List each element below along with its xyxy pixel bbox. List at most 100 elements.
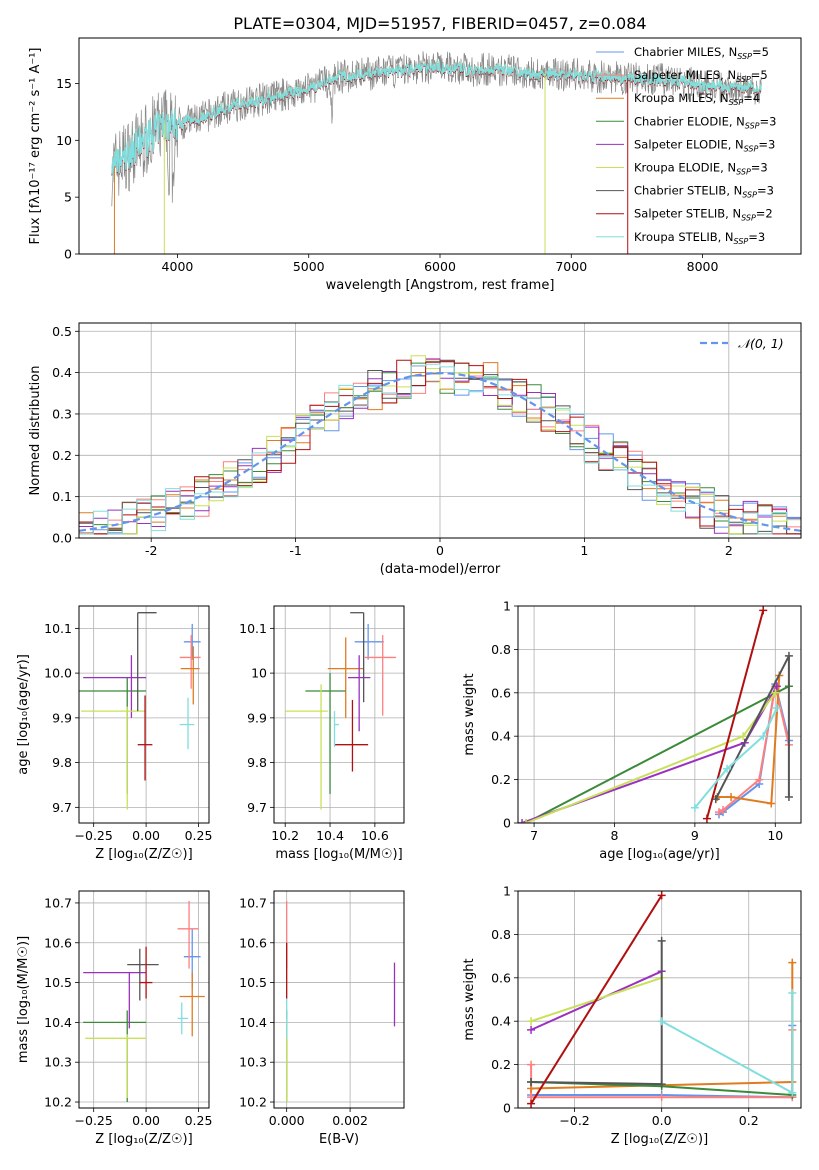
spectrum-model-kroupa-stelib [111, 60, 763, 182]
errorbar-kroupa-stelib [333, 711, 339, 747]
histogram-kroupa-elodie [79, 355, 801, 535]
axes-frame-age_vs_Z: −0.25 0.00 0.25 9.7 9.8 9.9 10.0 10.1 Z [log₁₀(Z… [16, 605, 212, 862]
y-tick-label: 0.2 [491, 1057, 511, 1072]
errorbar-chabrier-stelib [127, 948, 159, 1001]
y-tick-label: 1 [503, 884, 511, 899]
legend-label: Kroupa MILES, N [634, 91, 729, 105]
errorbar-salpeter-elodie [83, 655, 147, 718]
plot-area-spectrum: Chabrier MILES, NSSP=5 Salpeter MILES, NS… [111, 45, 776, 254]
legend-label: Kroupa ELODIE, N [634, 161, 736, 175]
series-line [530, 894, 663, 1105]
y-axis-label: age [log₁₀(age/yr)] [16, 654, 31, 775]
legend-count: =5 [751, 68, 768, 82]
y-tick-label: 15 [56, 76, 72, 91]
series-marker [771, 688, 780, 697]
figure-title: PLATE=0304, MJD=51957, FIBERID=0457, z=0… [233, 14, 646, 33]
y-tick-label: 0.6 [491, 685, 511, 700]
series-line [717, 675, 781, 805]
errorbar-salpeter-stelib [137, 695, 153, 781]
series-line [531, 940, 663, 1086]
errorbar-chabrier-miles [183, 623, 201, 660]
legend-subscript: SSP [736, 75, 751, 84]
y-tick-label: 0.6 [491, 970, 511, 985]
y-tick-label: 0 [503, 816, 511, 831]
axes-border [78, 605, 210, 824]
legend-subscript: SSP [742, 191, 757, 200]
plot-area-age_vs_mass [285, 612, 397, 810]
y-tick-label: 10.3 [239, 1055, 267, 1070]
plot-area-residuals: 𝒩(0, 1) [79, 336, 801, 535]
x-axis-label: (data-model)/error [380, 562, 501, 577]
y-tick-label: 0.5 [52, 324, 72, 339]
y-tick-label: 10.6 [44, 935, 72, 950]
series-marker [788, 988, 797, 997]
histogram-kroupa-stelib [79, 363, 801, 535]
axes-border [273, 605, 405, 824]
y-tick-label: 10.3 [44, 1055, 72, 1070]
series-kroupa-stelib [690, 703, 781, 812]
series-marker [527, 1077, 536, 1086]
series-marker [527, 1025, 536, 1034]
plot-area-age_vs_Z [79, 612, 201, 810]
errorbar-chabrier-elodie [305, 673, 346, 794]
y-axis-label: Normed distribution [28, 366, 43, 496]
legend-entry: Chabrier MILES, NSSP=5 [634, 45, 769, 61]
axes-border [517, 890, 802, 1109]
y-tick-label: 9.9 [52, 710, 72, 725]
legend-entry: Salpeter ELODIE, NSSP=3 [634, 137, 775, 153]
series-marker [759, 606, 768, 615]
legend-label: Chabrier STELIB, N [634, 184, 742, 198]
legend-count: =3 [748, 230, 765, 244]
x-tick-label: 8000 [687, 259, 719, 274]
series-kroupa-elodie [522, 688, 780, 823]
y-tick-label: 10.0 [44, 666, 72, 681]
series-marker [657, 1080, 666, 1089]
legend-subscript: SSP [741, 214, 756, 223]
series-marker [772, 703, 781, 712]
y-tick-label: 0.2 [491, 772, 511, 787]
y-tick-label: 0.8 [491, 927, 511, 942]
x-axis-label: mass [log₁₀(M/M☉)] [275, 847, 402, 862]
legend-entry: Chabrier ELODIE, NSSP=3 [634, 114, 776, 130]
x-tick-label: 8 [611, 828, 619, 843]
x-tick-label: 0.00 [132, 828, 160, 843]
legend-entry: Chabrier STELIB, NSSP=3 [634, 184, 774, 200]
series-chabrier-stelib [711, 651, 793, 804]
errorbar-chabrier-miles [354, 623, 384, 660]
legend-entry: Kroupa MILES, NSSP=4 [634, 91, 760, 107]
y-tick-label: 9.8 [52, 755, 72, 770]
y-tick-label: 10.1 [239, 621, 267, 636]
axes-frame-mass_vs_Z: −0.25 0.00 0.25 10.2 10.3 10.4 10.5 10.6 10.7 Z [… [16, 890, 212, 1147]
errorbar-salpeter-elodie [347, 655, 371, 732]
errorbar-salpeter-miles [177, 900, 199, 969]
y-tick-label: 10.4 [44, 1015, 72, 1030]
errorbar-chabrier-elodie [79, 677, 147, 794]
series-marker [714, 808, 723, 817]
series-salpeter-stelib [702, 606, 768, 823]
x-tick-label: 2 [725, 543, 733, 558]
x-tick-label: 10.6 [361, 828, 389, 843]
legend-label: Kroupa STELIB, N [634, 230, 734, 244]
y-tick-label: 10.1 [44, 621, 72, 636]
x-tick-label: 1 [580, 543, 588, 558]
y-tick-label: 0.2 [52, 448, 72, 463]
panel-residuals: 𝒩(0, 1) -2 -1 0 1 2 0.0 0.1 0.2 0.3 0.4 0.5 (data-mo… [28, 322, 802, 577]
errorbar-chabrier-elodie [83, 1010, 147, 1103]
y-tick-label: 0 [503, 1101, 511, 1116]
y-tick-label: 10.4 [239, 1015, 267, 1030]
series-chabrier-elodie [522, 682, 793, 823]
x-axis-label: Z [log₁₀(Z/Z☉)] [95, 847, 192, 862]
x-tick-label: -2 [145, 543, 157, 558]
series-marker [702, 814, 711, 823]
x-tick-label: 7000 [555, 259, 587, 274]
y-tick-label: 9.8 [247, 755, 267, 770]
legend-count: =4 [743, 91, 760, 105]
errorbar-kroupa-elodie [85, 1034, 147, 1099]
legend-entry: Kroupa ELODIE, NSSP=3 [634, 161, 768, 177]
legend-entry: Salpeter MILES, NSSP=5 [634, 68, 768, 84]
series-marker [784, 651, 793, 660]
y-axis-label: mass [log₁₀(M/M☉)] [16, 936, 31, 1063]
errorbar-chabrier-stelib [137, 612, 157, 712]
y-tick-label: 10.2 [239, 1095, 267, 1110]
axes-frame-residuals: -2 -1 0 1 2 0.0 0.1 0.2 0.3 0.4 0.5 (data-model)/er… [28, 322, 802, 577]
